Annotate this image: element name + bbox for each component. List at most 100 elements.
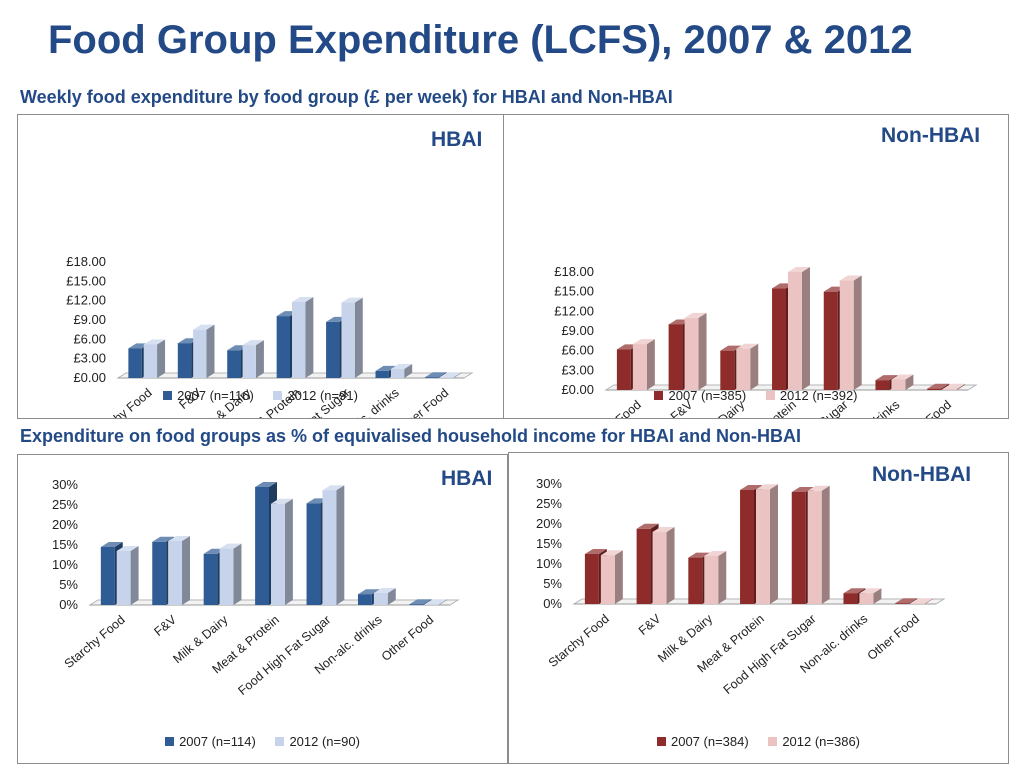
bar-2012 xyxy=(116,546,139,605)
y-tick-label: £12.00 xyxy=(66,293,106,308)
x-category-label: F&V xyxy=(636,611,664,638)
bar-2012 xyxy=(219,543,242,605)
y-tick-label: 25% xyxy=(536,496,562,511)
y-tick-label: £3.00 xyxy=(561,362,594,377)
bar-2012 xyxy=(736,343,759,390)
percent-hbai-legend: 2007 (n=114) 2012 (n=90) xyxy=(18,734,507,749)
legend-item-2012: 2012 (n=392) xyxy=(765,388,858,403)
y-tick-label: 20% xyxy=(536,516,562,531)
y-tick-label: £3.00 xyxy=(73,351,106,366)
weekly-hbai-legend: 2007 (n=116) 2012 (n=91) xyxy=(18,388,503,403)
bar-2012 xyxy=(652,527,675,604)
bar-2012 xyxy=(756,484,778,604)
bar-2012 xyxy=(193,324,215,378)
x-category-label: Starchy Food xyxy=(546,612,612,671)
y-tick-label: 20% xyxy=(52,517,78,532)
legend-label-2007: 2007 (n=385) xyxy=(668,388,747,403)
y-tick-label: £9.00 xyxy=(73,312,106,327)
x-category-label: Other Food xyxy=(379,613,436,664)
weekly-non-hbai-legend: 2007 (n=385) 2012 (n=392) xyxy=(504,388,1008,403)
bar-2012 xyxy=(684,312,707,390)
bar-2012 xyxy=(143,339,166,378)
percent-subtitle: Expenditure on food groups as % of equiv… xyxy=(20,426,802,446)
legend-item-2007: 2007 (n=385) xyxy=(654,388,746,403)
legend-swatch-2012 xyxy=(275,737,285,746)
bar-2012 xyxy=(373,588,396,605)
y-tick-label: 5% xyxy=(59,577,78,592)
legend-item-2007: 2007 (n=384) xyxy=(656,734,749,749)
legend-label-2007: 2007 (n=114) xyxy=(179,734,256,749)
weekly-non-hbai-chart: £0.00£3.00£6.00£9.00£12.00£15.00£18.00St… xyxy=(554,264,978,418)
legend-label-2007: 2007 (n=116) xyxy=(177,388,254,403)
percent-non-hbai-panel-label: Non-HBAI xyxy=(872,463,972,486)
bar-2012 xyxy=(600,550,623,604)
bar-2012 xyxy=(807,485,830,604)
y-tick-label: £0.00 xyxy=(561,382,594,397)
bar-2012 xyxy=(292,296,314,378)
y-tick-label: 10% xyxy=(52,557,78,572)
bar-2012 xyxy=(632,339,655,390)
legend-item-2012: 2012 (n=386) xyxy=(768,734,860,749)
y-tick-label: £9.00 xyxy=(561,323,594,338)
legend-swatch-2007 xyxy=(654,391,664,400)
bar-2012 xyxy=(322,485,345,605)
y-tick-label: £12.00 xyxy=(554,303,594,318)
x-category-label: Other Food xyxy=(865,612,922,663)
y-tick-label: 0% xyxy=(543,596,562,611)
x-category-label: F&V xyxy=(151,612,179,639)
percent-non-hbai-legend: 2007 (n=384) 2012 (n=386) xyxy=(509,734,1008,749)
bar-2007 xyxy=(895,598,918,604)
bar-2007 xyxy=(424,372,447,378)
bar-2012 xyxy=(839,275,862,390)
legend-item-2012: 2012 (n=91) xyxy=(273,388,358,403)
bar-2012 xyxy=(242,340,264,378)
bar-2012 xyxy=(271,498,293,605)
bar-2012 xyxy=(788,267,810,390)
legend-label-2007: 2007 (n=384) xyxy=(670,734,749,749)
bar-2012 xyxy=(911,598,934,604)
x-category-label: Starchy Food xyxy=(62,613,128,672)
bar-2012 xyxy=(168,536,191,605)
y-tick-label: £6.00 xyxy=(561,343,594,358)
y-tick-label: £15.00 xyxy=(66,273,106,288)
legend-item-2012: 2012 (n=90) xyxy=(275,734,360,749)
bar-2012 xyxy=(891,374,914,390)
bar-2012 xyxy=(704,551,727,604)
weekly-hbai-chart-panel: £0.00 £3.00 £6.00 £9.00 £12.00 £15.00 £18.00 St… xyxy=(17,114,504,419)
legend-label-2012: 2012 (n=386) xyxy=(782,734,861,749)
legend-swatch-2007 xyxy=(656,737,666,746)
legend-swatch-2007 xyxy=(163,391,173,400)
bar-2012 xyxy=(425,599,448,605)
y-tick-label: £0.00 xyxy=(73,370,106,385)
y-tick-label: 0% xyxy=(59,597,78,612)
legend-label-2012: 2012 (n=90) xyxy=(289,734,360,749)
weekly-non-hbai-chart-panel: £0.00£3.00£6.00£9.00£12.00£15.00£18.00St… xyxy=(503,114,1009,419)
legend-swatch-2012 xyxy=(273,391,283,400)
y-tick-label: 30% xyxy=(52,477,78,492)
weekly-hbai-chart: £0.00£3.00£6.00£9.00£12.00£15.00£18.00St… xyxy=(66,254,474,418)
bar-2012 xyxy=(859,588,882,604)
y-tick-label: 30% xyxy=(536,476,562,491)
y-tick-label: 10% xyxy=(536,556,562,571)
percent-non-hbai-chart-panel: 0% 5% 10% 15% 20% 25% 30% Starchy Food F&V Milk &… xyxy=(508,452,1009,764)
bar-2012 xyxy=(390,363,413,378)
bar-2012 xyxy=(440,372,462,378)
weekly-subtitle: Weekly food expenditure by food group (£… xyxy=(20,87,673,107)
bar-2007 xyxy=(409,599,432,605)
percent-hbai-panel-label: HBAI xyxy=(441,467,493,490)
y-tick-label: 5% xyxy=(543,576,562,591)
bar-2012 xyxy=(943,383,966,390)
legend-label-2012: 2012 (n=91) xyxy=(287,388,358,403)
x-category-label: Food High Fat Sugar xyxy=(721,612,819,697)
legend-label-2012: 2012 (n=392) xyxy=(779,388,858,403)
legend-swatch-2007 xyxy=(165,737,175,746)
legend-swatch-2012 xyxy=(765,391,775,400)
y-tick-label: 15% xyxy=(536,536,562,551)
weekly-non-hbai-panel-label: Non-HBAI xyxy=(881,124,981,147)
legend-item-2007: 2007 (n=114) xyxy=(165,734,256,749)
y-tick-label: £18.00 xyxy=(554,264,594,279)
legend-item-2007: 2007 (n=116) xyxy=(163,388,254,403)
weekly-hbai-panel-label: HBAI xyxy=(431,128,483,151)
